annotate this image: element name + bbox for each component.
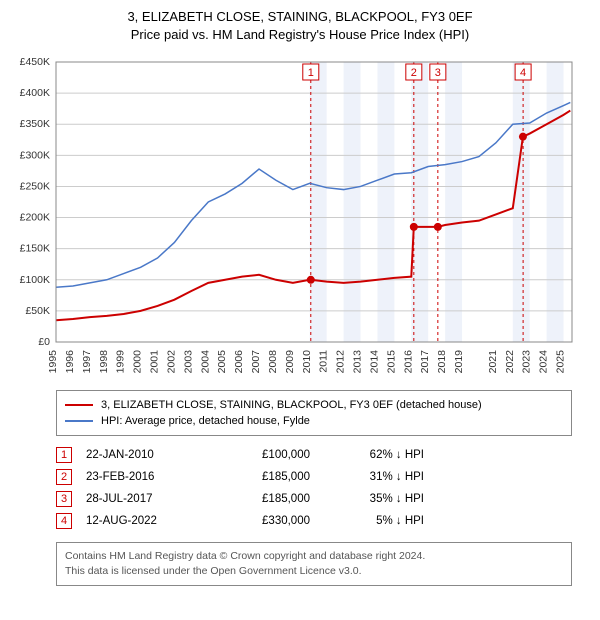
row-price: £330,000 (220, 515, 310, 527)
x-tick-label: 2013 (352, 350, 364, 374)
title-line-2: Price paid vs. HM Land Registry's House … (8, 26, 592, 44)
row-price: £100,000 (220, 449, 310, 461)
row-date: 22-JAN-2010 (86, 449, 206, 461)
footer-line-1: Contains HM Land Registry data © Crown c… (65, 549, 563, 564)
x-tick-label: 2018 (436, 350, 448, 374)
transaction-dot (434, 223, 442, 231)
row-date: 23-FEB-2016 (86, 471, 206, 483)
row-marker: 3 (56, 491, 72, 507)
row-date: 12-AUG-2022 (86, 515, 206, 527)
year-band (513, 62, 530, 342)
x-tick-label: 2002 (165, 350, 177, 374)
y-tick-label: £100K (20, 274, 50, 286)
x-tick-label: 2007 (250, 350, 262, 374)
y-tick-label: £150K (20, 243, 50, 255)
x-tick-label: 2023 (521, 350, 533, 374)
x-tick-label: 1998 (98, 350, 110, 374)
x-tick-label: 2012 (335, 350, 347, 374)
y-tick-label: £350K (20, 119, 50, 131)
row-price: £185,000 (220, 471, 310, 483)
y-tick-label: £450K (20, 56, 50, 68)
year-band (344, 62, 361, 342)
x-tick-label: 2004 (199, 350, 211, 374)
marker-number: 4 (520, 67, 526, 79)
legend-item: HPI: Average price, detached house, Fyld… (65, 413, 563, 429)
transaction-dot (519, 133, 527, 141)
y-tick-label: £250K (20, 181, 50, 193)
table-row: 4 12-AUG-2022 £330,000 5% ↓ HPI (56, 510, 572, 532)
x-tick-label: 2015 (385, 350, 397, 374)
x-tick-label: 2021 (487, 350, 499, 374)
footer-attribution: Contains HM Land Registry data © Crown c… (56, 542, 572, 585)
x-tick-label: 2003 (182, 350, 194, 374)
x-tick-label: 2019 (453, 350, 465, 374)
x-tick-label: 2006 (233, 350, 245, 374)
row-diff: 31% ↓ HPI (324, 471, 424, 483)
year-band (310, 62, 327, 342)
x-tick-label: 2005 (216, 350, 228, 374)
legend-swatch (65, 420, 93, 422)
chart-title-block: 3, ELIZABETH CLOSE, STAINING, BLACKPOOL,… (8, 8, 592, 44)
marker-number: 2 (411, 67, 417, 79)
x-tick-label: 2010 (301, 350, 313, 374)
title-line-1: 3, ELIZABETH CLOSE, STAINING, BLACKPOOL,… (8, 8, 592, 26)
legend: 3, ELIZABETH CLOSE, STAINING, BLACKPOOL,… (56, 390, 572, 436)
x-tick-label: 2022 (504, 350, 516, 374)
line-chart: £0 £50K £100K £150K £200K £250K £300K £350K £400… (8, 52, 588, 382)
row-date: 28-JUL-2017 (86, 493, 206, 505)
table-row: 3 28-JUL-2017 £185,000 35% ↓ HPI (56, 488, 572, 510)
x-tick-label: 2024 (538, 350, 550, 374)
y-tick-label: £50K (25, 305, 50, 317)
y-tick-label: £0 (38, 336, 50, 348)
x-tick-label: 2011 (318, 350, 330, 373)
x-tick-label: 1999 (115, 350, 127, 374)
row-diff: 62% ↓ HPI (324, 449, 424, 461)
y-tick-label: £400K (20, 87, 50, 99)
legend-label: 3, ELIZABETH CLOSE, STAINING, BLACKPOOL,… (101, 399, 482, 411)
footer-line-2: This data is licensed under the Open Gov… (65, 564, 563, 579)
x-tick-label: 2000 (132, 350, 144, 374)
x-tick-label: 1996 (64, 350, 76, 374)
chart-container: £0 £50K £100K £150K £200K £250K £300K £350K £400… (8, 52, 592, 382)
x-tick-label: 2025 (555, 350, 567, 374)
legend-item: 3, ELIZABETH CLOSE, STAINING, BLACKPOOL,… (65, 397, 563, 413)
y-tick-label: £200K (20, 212, 50, 224)
table-row: 2 23-FEB-2016 £185,000 31% ↓ HPI (56, 466, 572, 488)
marker-number: 3 (435, 67, 441, 79)
row-marker: 1 (56, 447, 72, 463)
x-tick-label: 2017 (419, 350, 431, 374)
year-band (377, 62, 394, 342)
x-tick-label: 2008 (267, 350, 279, 374)
x-tick-label: 1995 (47, 350, 59, 374)
transaction-dot (410, 223, 418, 231)
row-marker: 4 (56, 513, 72, 529)
marker-number: 1 (308, 67, 314, 79)
legend-label: HPI: Average price, detached house, Fyld… (101, 415, 310, 427)
x-tick-label: 1997 (81, 350, 93, 374)
legend-swatch (65, 404, 93, 406)
transaction-dot (307, 276, 315, 284)
x-tick-label: 2001 (149, 350, 161, 374)
row-marker: 2 (56, 469, 72, 485)
x-tick-label: 2014 (368, 350, 380, 374)
year-band (547, 62, 564, 342)
row-diff: 5% ↓ HPI (324, 515, 424, 527)
table-row: 1 22-JAN-2010 £100,000 62% ↓ HPI (56, 444, 572, 466)
x-tick-label: 2016 (402, 350, 414, 374)
row-diff: 35% ↓ HPI (324, 493, 424, 505)
row-price: £185,000 (220, 493, 310, 505)
transactions-table: 1 22-JAN-2010 £100,000 62% ↓ HPI 2 23-FEB-201… (56, 444, 572, 532)
year-band (445, 62, 462, 342)
y-tick-label: £300K (20, 150, 50, 162)
x-tick-label: 2009 (284, 350, 296, 374)
